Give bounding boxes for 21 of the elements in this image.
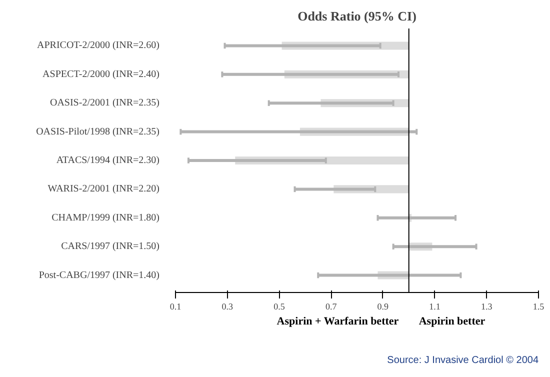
text: Aspirin + Warfarin better xyxy=(276,316,399,328)
x-tick-label: 0.7 xyxy=(325,302,338,312)
y-tick-label: CHAMP/1999 (INR=1.80) xyxy=(52,212,160,224)
y-tick-label: OASIS-2/2001 (INR=2.35) xyxy=(50,98,160,109)
y-tick-label: WARIS-2/2001 (INR=2.20) xyxy=(48,184,160,195)
x-tick-label: 1.1 xyxy=(429,302,440,312)
x-tick-label: 0.3 xyxy=(222,302,234,312)
source-note: Source: J Invasive Cardiol © 2004 xyxy=(387,355,539,366)
y-tick-label: ATACS/1994 (INR=2.30) xyxy=(56,155,160,166)
chart-title: Odds Ratio (95% CI) xyxy=(298,8,416,24)
x-tick-label: 0.5 xyxy=(274,302,286,312)
x-tick-label: 0.9 xyxy=(377,302,390,312)
y-tick-label: Post-CABG/1997 (INR=1.40) xyxy=(38,270,160,281)
x-tick-label: 0.1 xyxy=(170,302,182,312)
y-tick-label: APRICOT-2/2000 (INR=2.60) xyxy=(37,40,160,52)
text: Aspirin better xyxy=(418,316,486,328)
y-tick-label: ASPECT-2/2000 (INR=2.40) xyxy=(42,68,160,80)
x-tick-label: 1.3 xyxy=(481,302,493,312)
x-tick-label: 1.5 xyxy=(532,302,545,312)
y-tick-label: CARS/1997 (INR=1.50) xyxy=(61,241,160,252)
y-tick-label: OASIS-Pilot/1998 (INR=2.35) xyxy=(36,126,160,138)
